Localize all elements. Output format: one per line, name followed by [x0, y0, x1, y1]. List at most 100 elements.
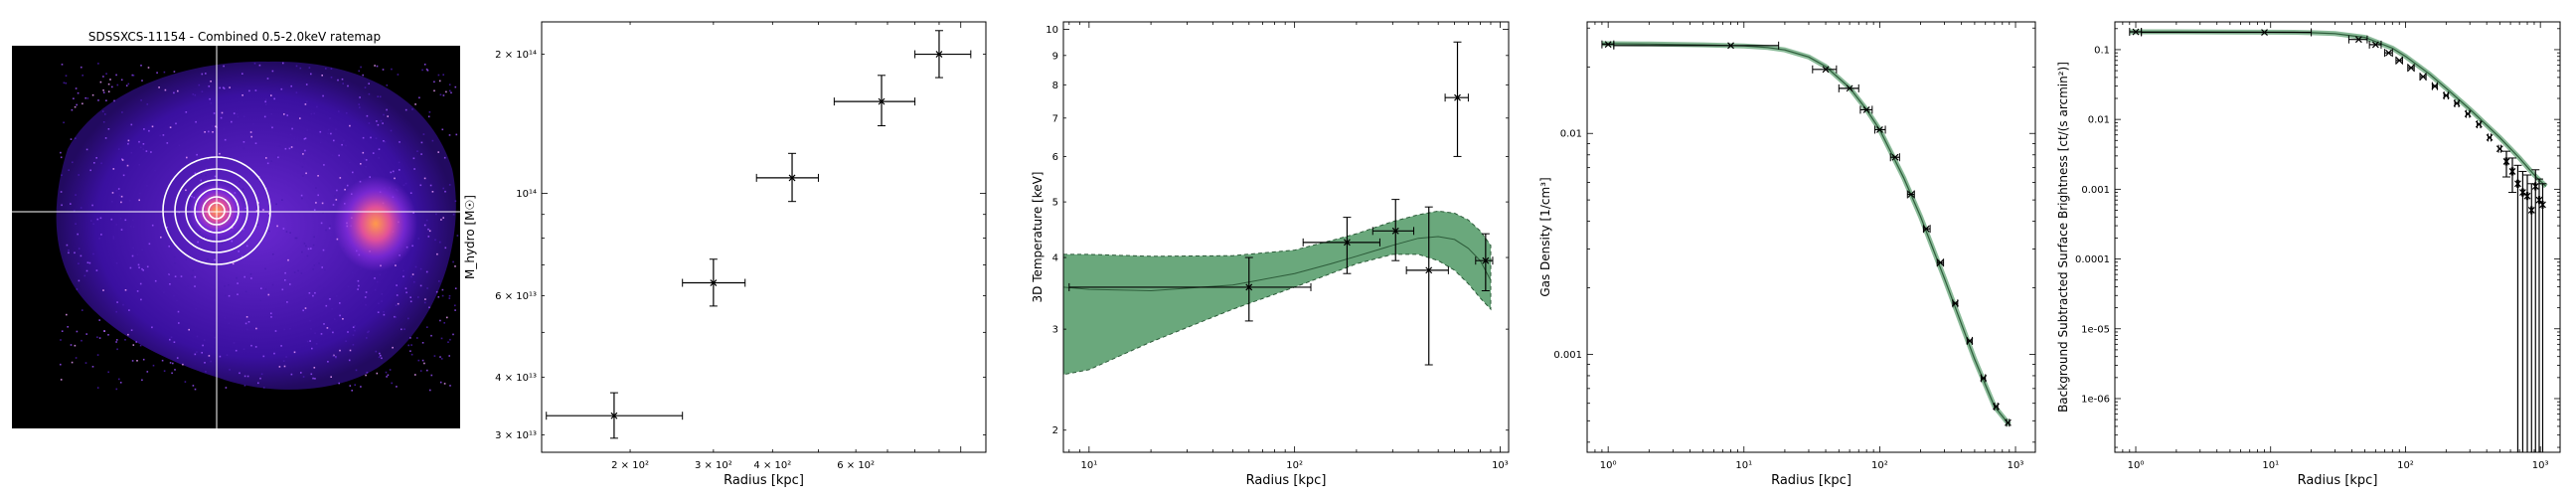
- plot-1: 2 × 10² 3 × 10² 4 × 10² 6 × 10² 3 × 10¹³ 4 × …: [463, 21, 987, 488]
- data-point: [1812, 65, 1838, 74]
- data-point: [1302, 217, 1380, 274]
- data-point: [2538, 183, 2547, 452]
- y-tick-label: 10: [1046, 25, 1058, 36]
- model-band: [2129, 29, 2548, 189]
- plot-2: 10¹ 10² 10³ 2 3 4 5 6 7 8 9 10 Radius [kpc] 3D Temper…: [1031, 21, 1510, 488]
- data-point: [2464, 109, 2472, 118]
- y-tick-label: 10¹⁴: [516, 189, 537, 200]
- annulus-2: [202, 196, 232, 226]
- x-tick-label: 10¹: [1080, 460, 1097, 471]
- y-tick-label: 5: [1052, 198, 1058, 209]
- x-tick-label: 4 × 10²: [753, 460, 791, 471]
- y-tick-label: 6: [1052, 152, 1058, 163]
- data-point: [2368, 40, 2382, 49]
- data-point: [1873, 125, 1886, 134]
- data-point: [2141, 28, 2313, 37]
- model-confidence-band: [1063, 210, 1492, 376]
- x-tick-label: 10¹: [2262, 460, 2279, 471]
- y-tick-label: 3: [1052, 325, 1058, 336]
- axis-ticks: [542, 22, 986, 452]
- y-tick-label: 6 × 10¹³: [495, 291, 537, 302]
- data-point: [1068, 256, 1312, 322]
- plot-frame: [1586, 21, 2036, 453]
- x-tick-label: 10¹: [1735, 460, 1752, 471]
- plots: 2 × 10² 3 × 10² 4 × 10² 6 × 10² 3 × 10¹³ 4 × …: [463, 21, 2561, 488]
- y-axis-label: M_hydro [M☉]: [463, 195, 477, 279]
- data-point: [2383, 49, 2393, 58]
- x-tick-label: 10³: [2532, 460, 2549, 471]
- data-point: [1906, 190, 1915, 199]
- plot-3: 10⁰ 10¹ 10² 10³ 0.001 0.01 Radius [kpc] Gas Den…: [1538, 21, 2036, 488]
- annulus-4: [185, 179, 248, 243]
- data-point: [2347, 35, 2368, 44]
- y-tick-label: 1e-06: [2081, 394, 2110, 405]
- data-point: [1936, 258, 1945, 267]
- x-tick-label: 2 × 10²: [611, 460, 649, 471]
- model-band: [1601, 41, 2012, 426]
- x-tick-label: 10²: [1286, 460, 1303, 471]
- model-median-line: [1063, 236, 1492, 292]
- x-axis-label: Radius [kpc]: [2298, 473, 2378, 488]
- data-point: [1889, 153, 1900, 162]
- data-point: [2507, 157, 2516, 194]
- annulus-6: [162, 156, 271, 265]
- data-point: [1371, 199, 1415, 261]
- x-tick-label: 10³: [1492, 460, 1509, 471]
- data-point: [2431, 82, 2439, 90]
- data-point: [2407, 64, 2415, 73]
- x-tick-label: 10⁰: [1600, 460, 1617, 471]
- y-tick-label: 0.0001: [2075, 254, 2110, 265]
- axis-ticks: [2114, 22, 2560, 452]
- x-tick-label: 3 × 10²: [695, 460, 732, 471]
- data-point: [1838, 84, 1859, 92]
- axis-ticks: [1586, 22, 2035, 452]
- data-point: [2419, 73, 2427, 82]
- x-tick-label: 10³: [2008, 460, 2024, 471]
- plot-4: 10⁰ 10¹ 10² 10³ 1e-06 1e-05 0.0001 0.001 0.01 0.1…: [2056, 21, 2561, 488]
- data-point: [1922, 225, 1931, 234]
- plot-frame: [1062, 21, 1510, 453]
- y-axis-label: Background Subtracted Surface Brightness…: [2056, 62, 2070, 413]
- data-point: [1613, 41, 1780, 50]
- x-axis-label: Radius [kpc]: [724, 473, 804, 488]
- annulus-5: [174, 168, 259, 253]
- y-tick-label: 1e-05: [2081, 324, 2110, 335]
- y-tick-label: 0.01: [2088, 115, 2110, 126]
- y-tick-label: 0.001: [2081, 185, 2110, 196]
- x-tick-label: 6 × 10²: [837, 460, 875, 471]
- y-tick-label: 0.01: [1560, 129, 1582, 140]
- data-point: [2395, 56, 2403, 65]
- ratemap-panel: SDSSXCS-11154 - Combined 0.5-2.0keV rate…: [12, 30, 460, 428]
- data-point: [1444, 41, 1469, 157]
- y-tick-label: 0.1: [2094, 45, 2110, 56]
- y-tick-label: 7: [1052, 113, 1058, 124]
- y-tick-label: 9: [1052, 51, 1058, 62]
- data-point: [1980, 374, 1988, 383]
- ratemap-title: SDSSXCS-11154 - Combined 0.5-2.0keV rate…: [88, 30, 381, 44]
- y-tick-label: 4: [1052, 253, 1058, 264]
- y-tick-label: 4 × 10¹³: [495, 373, 537, 384]
- data-point: [2518, 170, 2527, 452]
- x-tick-label: 10²: [2397, 460, 2414, 471]
- ratemap-image: [12, 46, 460, 428]
- data-point: [1966, 336, 1974, 345]
- model-line: [1601, 43, 2011, 425]
- data-point: [1951, 299, 1959, 308]
- data-point: [2534, 178, 2543, 452]
- x-tick-label: 10⁰: [2128, 460, 2145, 471]
- x-axis-label: Radius [kpc]: [1771, 473, 1852, 488]
- y-axis-label: 3D Temperature [keV]: [1031, 172, 1045, 303]
- data-point: [2513, 164, 2522, 452]
- data-point: [2453, 98, 2461, 107]
- data-point: [2496, 144, 2503, 153]
- data-point: [1475, 233, 1494, 291]
- x-axis-label: Radius [kpc]: [1246, 473, 1327, 488]
- plot-frame: [2114, 21, 2561, 453]
- y-tick-label: 2 × 10¹⁴: [495, 50, 537, 61]
- annulus-3: [194, 188, 240, 234]
- data-point: [833, 75, 916, 127]
- annulus-1: [208, 202, 226, 220]
- data-point: [755, 152, 819, 203]
- y-axis-label: Gas Density [1/cm³]: [1538, 177, 1552, 296]
